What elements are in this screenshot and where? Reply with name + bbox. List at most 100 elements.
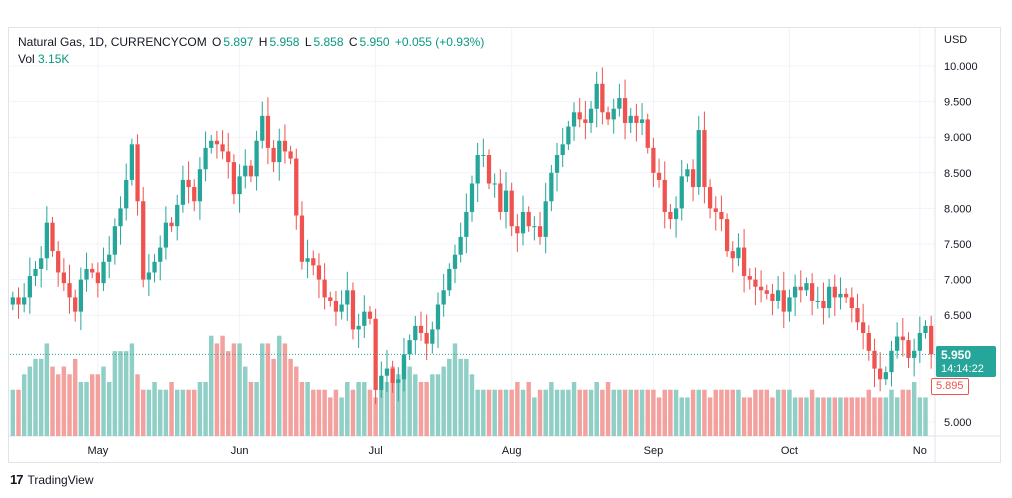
volume-bar xyxy=(231,343,237,436)
candle-body xyxy=(475,155,480,184)
candle-body xyxy=(838,293,843,298)
candle-body xyxy=(736,247,741,259)
candle-body xyxy=(152,261,157,273)
volume-bar xyxy=(747,397,753,436)
volume-bar xyxy=(95,374,101,436)
volume-bar xyxy=(543,389,548,436)
volume-bar xyxy=(622,389,628,436)
candle-body xyxy=(27,276,32,298)
volume-bar xyxy=(787,389,792,436)
price-tick-label: 8.000 xyxy=(944,203,972,215)
candle-body xyxy=(39,258,44,269)
candle-body xyxy=(866,333,871,351)
volume-bar xyxy=(690,389,696,436)
candle-body xyxy=(707,187,713,209)
volume-bar xyxy=(72,358,78,436)
open-value: 5.897 xyxy=(223,35,254,49)
volume-bar xyxy=(418,382,424,436)
candle-body xyxy=(413,325,418,341)
volume-bar xyxy=(265,343,271,436)
volume-bar xyxy=(481,389,486,436)
candle-body xyxy=(84,268,89,280)
volume-bar xyxy=(906,389,911,436)
candle-body xyxy=(220,144,225,152)
volume-bar xyxy=(736,389,741,436)
chart-frame[interactable] xyxy=(8,27,1001,463)
candle-body xyxy=(209,140,214,148)
time-tick-label: Oct xyxy=(781,445,798,457)
tradingview-footer[interactable]: 17 TradingView xyxy=(10,472,94,487)
last-volume-badge: 5.895 xyxy=(931,378,969,395)
volume-bar xyxy=(379,389,384,436)
volume-bar xyxy=(707,397,713,436)
volume-bar xyxy=(815,397,821,436)
volume-bar xyxy=(180,389,186,436)
volume-bar xyxy=(588,389,594,436)
volume-bar xyxy=(305,382,310,436)
candle-body xyxy=(764,290,769,294)
volume-bar xyxy=(583,389,588,436)
candle-body xyxy=(809,283,815,301)
volume-bar xyxy=(441,366,446,436)
volume-bar xyxy=(526,382,531,436)
volume-bar xyxy=(362,382,367,436)
volume-bar xyxy=(430,374,435,436)
candle-body xyxy=(22,297,27,305)
candle-body xyxy=(135,144,140,202)
volume-bar xyxy=(254,382,259,436)
volume-bar xyxy=(713,389,718,436)
candle-body xyxy=(78,279,83,312)
volume-bar xyxy=(554,389,560,436)
candle-body xyxy=(566,126,571,145)
current-price-badge: 5.950 14:14:22 xyxy=(936,346,996,377)
candle-body xyxy=(390,368,395,383)
volume-bar xyxy=(288,358,293,436)
candle-body xyxy=(447,268,452,291)
volume-bar xyxy=(781,389,787,436)
volume-bar xyxy=(679,397,684,436)
candle-body xyxy=(435,304,441,330)
close-label: C xyxy=(348,35,358,49)
candle-body xyxy=(878,368,883,380)
volume-bar xyxy=(237,343,242,436)
candle-body xyxy=(373,318,378,390)
volume-bar xyxy=(112,351,118,436)
candle-body xyxy=(305,258,310,262)
volume-bar xyxy=(741,397,747,436)
candle-body xyxy=(741,247,747,277)
volume-bar xyxy=(662,389,667,436)
price-tick-label: 9.500 xyxy=(944,97,972,109)
candle-body xyxy=(696,130,701,188)
volume-bar xyxy=(78,382,84,436)
volume-bar xyxy=(560,389,565,436)
candle-body xyxy=(243,165,248,177)
candle-body xyxy=(288,151,293,159)
candle-body xyxy=(407,340,412,355)
volume-bar xyxy=(668,389,673,436)
candle-body xyxy=(883,372,888,380)
volume-bar xyxy=(866,389,872,436)
volume-value: 3.15K xyxy=(38,52,70,66)
volume-bar xyxy=(390,366,395,436)
volume-bar xyxy=(838,397,843,436)
candle-body xyxy=(713,208,718,212)
candle-body xyxy=(912,350,917,358)
candle-body xyxy=(775,290,781,301)
candle-body xyxy=(316,265,322,280)
volume-bar xyxy=(44,343,50,436)
candle-body xyxy=(282,140,288,152)
candle-body xyxy=(492,183,497,185)
candle-body xyxy=(299,215,305,262)
volume-bar xyxy=(55,374,61,436)
volume-bar xyxy=(243,366,248,436)
volume-bar xyxy=(311,389,316,436)
volume-bar xyxy=(503,389,509,436)
volume-bar xyxy=(821,397,826,436)
volume-bar xyxy=(152,382,157,436)
candle-body xyxy=(673,208,679,220)
volume-bar xyxy=(67,374,72,436)
volume-bar xyxy=(61,366,67,436)
candle-body xyxy=(872,350,877,369)
volume-bar xyxy=(21,374,27,436)
